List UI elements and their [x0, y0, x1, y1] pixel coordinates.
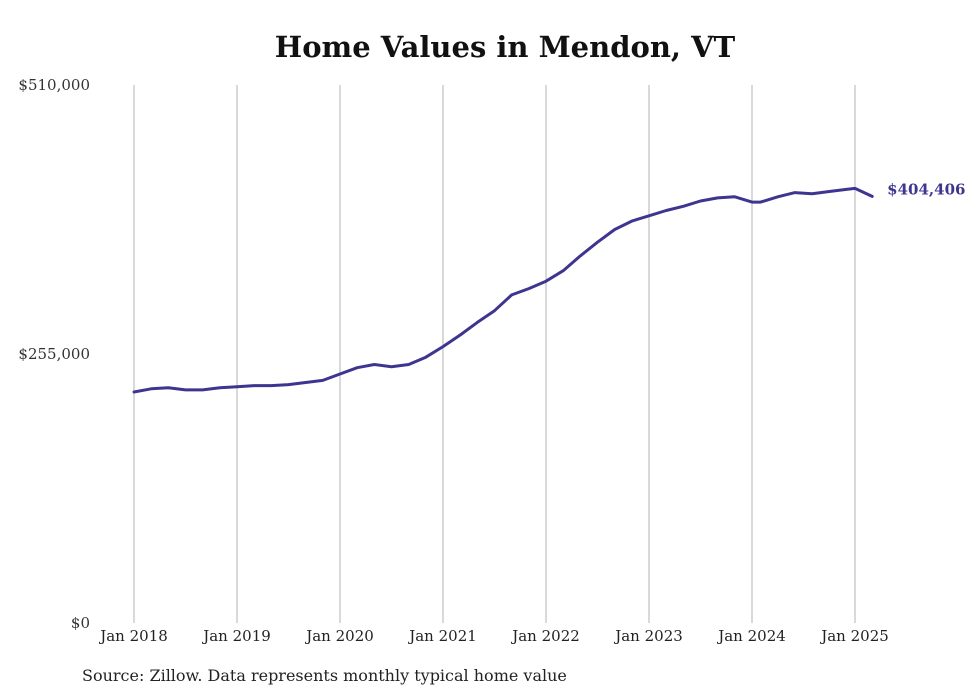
series-group: $404,406 [132, 180, 965, 394]
x-tick-label: Jan 2023 [613, 627, 683, 645]
y-axis: $0 $255,000 $510,000 [18, 76, 90, 632]
y-tick-label: $0 [71, 614, 90, 632]
x-tick-label: Jan 2019 [201, 627, 271, 645]
x-tick-label: Jan 2020 [304, 627, 374, 645]
x-tick-label: Jan 2024 [716, 627, 786, 645]
y-tick-label: $510,000 [18, 76, 90, 94]
x-tick-label: Jan 2021 [407, 627, 477, 645]
x-tick-label: Jan 2018 [98, 627, 168, 645]
end-value-label: $404,406 [887, 180, 965, 198]
series-line [132, 186, 874, 394]
x-tick-label: Jan 2022 [510, 627, 580, 645]
x-axis: Jan 2018 Jan 2019 Jan 2020 Jan 2021 Jan 2022… [98, 627, 889, 645]
gridlines [133, 85, 856, 623]
y-tick-label: $255,000 [18, 345, 90, 363]
x-tick-label: Jan 2025 [819, 627, 889, 645]
line-chart: $0$255,000$510,000 Jan 2018 Jan 2019 Jan 2… [18, 76, 965, 645]
chart-title: Home Values in Mendon, VT [274, 30, 736, 64]
source-note: Source: Zillow. Data represents monthly … [82, 666, 567, 685]
